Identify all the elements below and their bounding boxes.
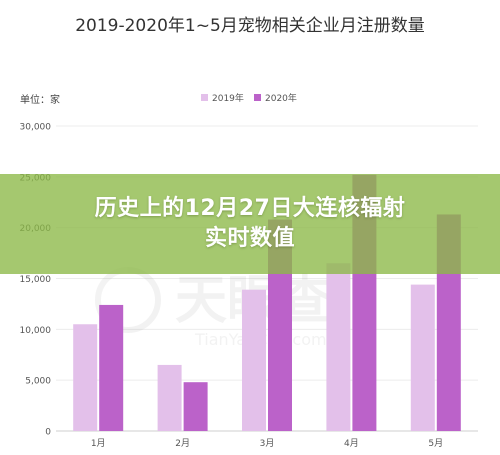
y-tick-label: 10,000 <box>20 326 52 336</box>
bar-2020-1 <box>99 304 124 431</box>
bar-2019-2 <box>157 364 182 431</box>
legend-swatch-2019 <box>201 94 208 101</box>
chart-title: 2019-2020年1~5月宠物相关企业月注册数量 <box>75 16 425 36</box>
legend-swatch-2020 <box>254 94 261 101</box>
x-axis-ticks: 1月 2月 3月 4月 5月 <box>91 438 443 449</box>
banner-line-1: 历史上的12月27日大连核辐射 <box>94 196 406 221</box>
bar-2020-2 <box>183 382 208 431</box>
y-axis-unit-label: 单位：家 <box>20 93 60 106</box>
headline-banner: 历史上的12月27日大连核辐射 实时数值 <box>0 174 500 274</box>
y-tick-label: 5,000 <box>25 377 51 387</box>
x-tick-label: 3月 <box>260 438 275 449</box>
bar-2019-5 <box>410 284 435 431</box>
y-tick-label: 15,000 <box>20 275 52 285</box>
y-tick-label: 0 <box>45 428 51 438</box>
watermark: 天眼查TianYanCha.com <box>95 267 331 349</box>
x-tick-label: 5月 <box>428 438 443 449</box>
y-tick-label: 30,000 <box>20 123 52 133</box>
bar-2019-3 <box>242 289 266 431</box>
banner-line-2: 实时数值 <box>204 226 295 251</box>
legend: 2019年 2020年 <box>201 92 297 104</box>
x-tick-label: 2月 <box>175 438 190 449</box>
bar-2019-1 <box>73 324 98 431</box>
x-tick-label: 4月 <box>344 438 359 449</box>
bar-2019-4 <box>326 263 351 431</box>
legend-label-2019: 2019年 <box>212 92 244 104</box>
x-tick-label: 1月 <box>91 438 106 449</box>
legend-label-2020: 2020年 <box>265 92 297 104</box>
